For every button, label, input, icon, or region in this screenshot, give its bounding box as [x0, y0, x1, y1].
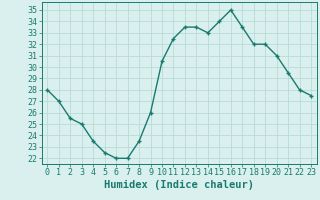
X-axis label: Humidex (Indice chaleur): Humidex (Indice chaleur) [104, 180, 254, 190]
